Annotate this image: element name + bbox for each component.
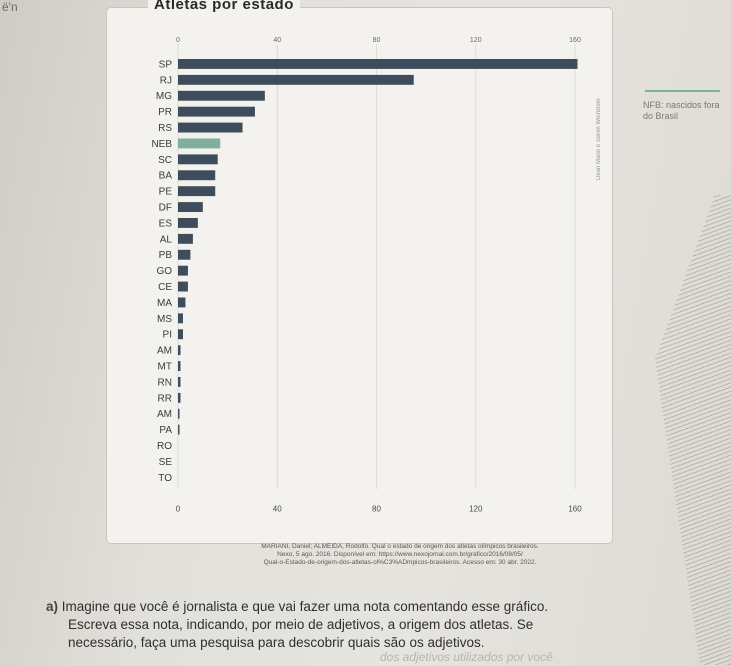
category-label: AL [160,234,173,245]
category-label: MS [157,314,172,325]
bar [178,170,216,181]
bar [178,265,188,276]
bar [178,377,181,387]
legend-note: NFB: nascidos fora do Brasil [643,100,720,121]
corner-text: ë'n [2,0,18,14]
category-label: MG [156,91,172,102]
side-credit: Dean Mano e Seren Weinstein [596,98,602,180]
category-label: GO [156,266,172,277]
category-label: CE [158,282,172,293]
category-label: AM [157,346,172,357]
bar [178,233,193,244]
category-label: RO [157,441,172,452]
question-line-2: Escreva essa nota, indicando, por meio d… [68,617,534,632]
bar [178,74,414,85]
bar [178,90,265,101]
source-citation: MARIANI, Daniel; ALMEIDA, Rodolfo. Qual … [170,543,630,567]
question-line-3: necessário, faça uma pesquisa para desco… [68,635,485,650]
bar [178,361,181,371]
top-tick-label: 120 [470,37,482,44]
category-label: PR [158,107,172,118]
legend-line [645,90,720,92]
bar [178,392,181,403]
category-label: SC [158,155,172,166]
top-tick-label: 0 [176,37,180,44]
question-label: a) [46,599,59,614]
bar [178,154,218,165]
bar [178,297,186,308]
category-label: RR [158,393,172,404]
bottom-tick-label: 40 [273,504,282,513]
category-label: DF [159,203,172,214]
bar [178,345,181,356]
category-label: RN [158,377,172,388]
top-tick-label: 160 [569,37,581,44]
category-label: SP [159,59,173,70]
faded-next-line: dos adjetivos utilizados por você [380,650,553,664]
top-tick-label: 40 [273,37,281,44]
category-label: PI [163,330,172,341]
bar [178,408,180,419]
bar [178,424,180,435]
source-line-1: MARIANI, Daniel; ALMEIDA, Rodolfo. Qual … [261,543,539,550]
bar [178,218,198,228]
category-label: RJ [160,75,172,86]
bar [178,138,221,149]
bar [178,249,191,260]
bar [178,122,243,133]
top-tick-label: 80 [373,37,381,44]
bar [178,313,183,324]
bar [178,106,255,117]
category-label: NEB [151,139,172,150]
bottom-tick-label: 0 [176,504,181,513]
category-label: MA [157,298,172,309]
bottom-tick-label: 160 [568,504,582,513]
bottom-tick-label: 120 [469,504,483,513]
category-label: ES [159,218,173,229]
category-label: SE [159,457,173,468]
category-label: AM [157,409,172,420]
source-line-3: Qual-o-Estado-de-origem-dos-atletas-ol%C… [263,559,537,566]
bar [178,281,188,292]
bottom-tick-label: 80 [372,504,381,513]
bar [178,329,183,340]
category-label: RS [158,123,172,134]
bar [178,202,203,212]
chart-title: Atletas por estado [148,0,300,13]
category-label: TO [158,473,172,484]
category-label: PA [159,425,172,436]
category-label: BA [159,171,173,182]
question-line-1: Imagine que você é jornalista e que vai … [61,599,549,614]
question-a: a) Imagine que você é jornalista e que v… [46,598,726,652]
category-label: PB [159,250,173,261]
bar [178,186,216,197]
category-label: PE [159,187,173,198]
source-line-2: Nexo, 5 ago. 2016. Disponível em: https:… [277,551,523,558]
category-label: MT [158,362,172,373]
bar [178,59,578,69]
